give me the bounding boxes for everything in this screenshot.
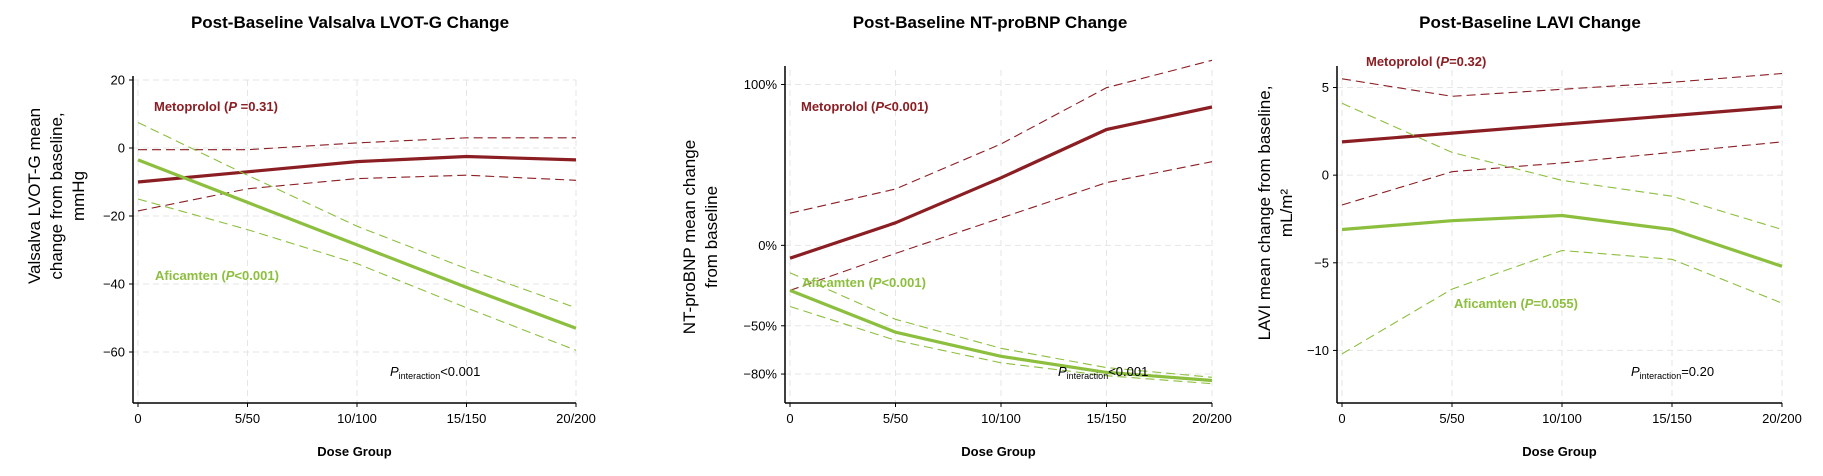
ci-upper-line bbox=[789, 59, 1213, 214]
x-axis-label: Dose Group bbox=[317, 444, 391, 459]
p-interaction-label: Pinteraction<0.001 bbox=[1058, 364, 1148, 381]
chart-panel: Post-Baseline Valsalva LVOT-G Change 20 0 −… bbox=[25, 13, 596, 459]
y-tick-label: 20 bbox=[111, 73, 125, 88]
y-axis-label: NT-proBNP mean change bbox=[680, 140, 699, 334]
x-tick-label: 10/100 bbox=[1542, 411, 1582, 426]
series-label: Metoprolol (P=0.32) bbox=[1366, 54, 1486, 69]
x-tick-label: 0 bbox=[1338, 411, 1345, 426]
chart-panel: Post-Baseline LAVI Change 5 0 −5 −10 0 5/50 10/… bbox=[1255, 13, 1802, 459]
chart-title: Post-Baseline LAVI Change bbox=[1419, 13, 1641, 32]
series-line bbox=[1341, 105, 1783, 144]
y-tick-label: −20 bbox=[103, 209, 125, 224]
series-label: Aficamten (P=0.055) bbox=[1454, 296, 1578, 311]
series-label: Aficamten (P<0.001) bbox=[802, 275, 926, 290]
y-tick-label: −80% bbox=[743, 367, 777, 382]
y-tick-label: 100% bbox=[744, 77, 778, 92]
x-tick-label: 20/200 bbox=[1762, 411, 1802, 426]
x-tick-label: 15/150 bbox=[1652, 411, 1692, 426]
y-tick-label: −5 bbox=[1314, 255, 1329, 270]
x-tick-label: 15/150 bbox=[1087, 411, 1127, 426]
series-line bbox=[789, 288, 1213, 383]
series-label: Metoprolol (P<0.001) bbox=[801, 99, 929, 114]
x-tick-label: 0 bbox=[134, 411, 141, 426]
ci-lower-line bbox=[1341, 249, 1783, 355]
p-interaction-label: Pinteraction<0.001 bbox=[390, 364, 480, 381]
y-axis-label: from baseline bbox=[702, 186, 721, 288]
y-axis-label: mL/m² bbox=[1277, 189, 1296, 238]
y-tick-label: −60 bbox=[103, 345, 125, 360]
ci-upper-line bbox=[1341, 102, 1783, 231]
x-tick-label: 20/200 bbox=[1192, 411, 1232, 426]
y-tick-label: 0% bbox=[758, 238, 777, 253]
series-line bbox=[1341, 213, 1783, 268]
y-tick-label: −50% bbox=[743, 318, 777, 333]
series-label: Metoprolol (P =0.31) bbox=[154, 99, 278, 114]
x-tick-label: 5/50 bbox=[235, 411, 260, 426]
p-interaction-label: Pinteraction=0.20 bbox=[1631, 364, 1714, 381]
x-axis-label: Dose Group bbox=[961, 444, 1035, 459]
y-axis-label: Valsalva LVOT-G mean bbox=[25, 108, 44, 284]
y-tick-label: −10 bbox=[1307, 343, 1329, 358]
x-tick-label: 5/50 bbox=[1439, 411, 1464, 426]
ci-lower-line bbox=[137, 174, 577, 212]
y-axis-label: change from baseline, bbox=[47, 112, 66, 279]
x-tick-label: 15/150 bbox=[447, 411, 487, 426]
ci-upper-line bbox=[789, 272, 1213, 378]
ci-lower-line bbox=[1341, 141, 1783, 206]
x-tick-label: 0 bbox=[786, 411, 793, 426]
y-tick-label: 0 bbox=[1322, 168, 1329, 183]
ci-upper-line bbox=[1341, 72, 1783, 97]
y-axis-label: mmHg bbox=[69, 171, 88, 221]
ci-lower-line bbox=[137, 198, 577, 351]
series-line bbox=[789, 105, 1213, 260]
ci-lower-line bbox=[789, 161, 1213, 291]
series-label: Aficamten (P<0.001) bbox=[155, 268, 279, 283]
chart-panel: Post-Baseline NT-proBNP Change 100% 0% −50%… bbox=[680, 13, 1232, 459]
ci-lower-line bbox=[789, 305, 1213, 385]
x-tick-label: 20/200 bbox=[556, 411, 596, 426]
x-axis-label: Dose Group bbox=[1522, 444, 1596, 459]
y-axis-label: LAVI mean change from baseline, bbox=[1255, 86, 1274, 341]
y-tick-label: −40 bbox=[103, 277, 125, 292]
chart-title: Post-Baseline Valsalva LVOT-G Change bbox=[191, 13, 509, 32]
chart-title: Post-Baseline NT-proBNP Change bbox=[853, 13, 1128, 32]
x-tick-label: 5/50 bbox=[883, 411, 908, 426]
x-tick-label: 10/100 bbox=[337, 411, 377, 426]
ci-upper-line bbox=[138, 137, 576, 151]
series-line bbox=[137, 158, 577, 330]
series-line bbox=[137, 154, 577, 184]
y-tick-label: 5 bbox=[1322, 80, 1329, 95]
y-tick-label: 0 bbox=[118, 141, 125, 156]
ci-upper-line bbox=[137, 122, 577, 309]
x-tick-label: 10/100 bbox=[981, 411, 1021, 426]
